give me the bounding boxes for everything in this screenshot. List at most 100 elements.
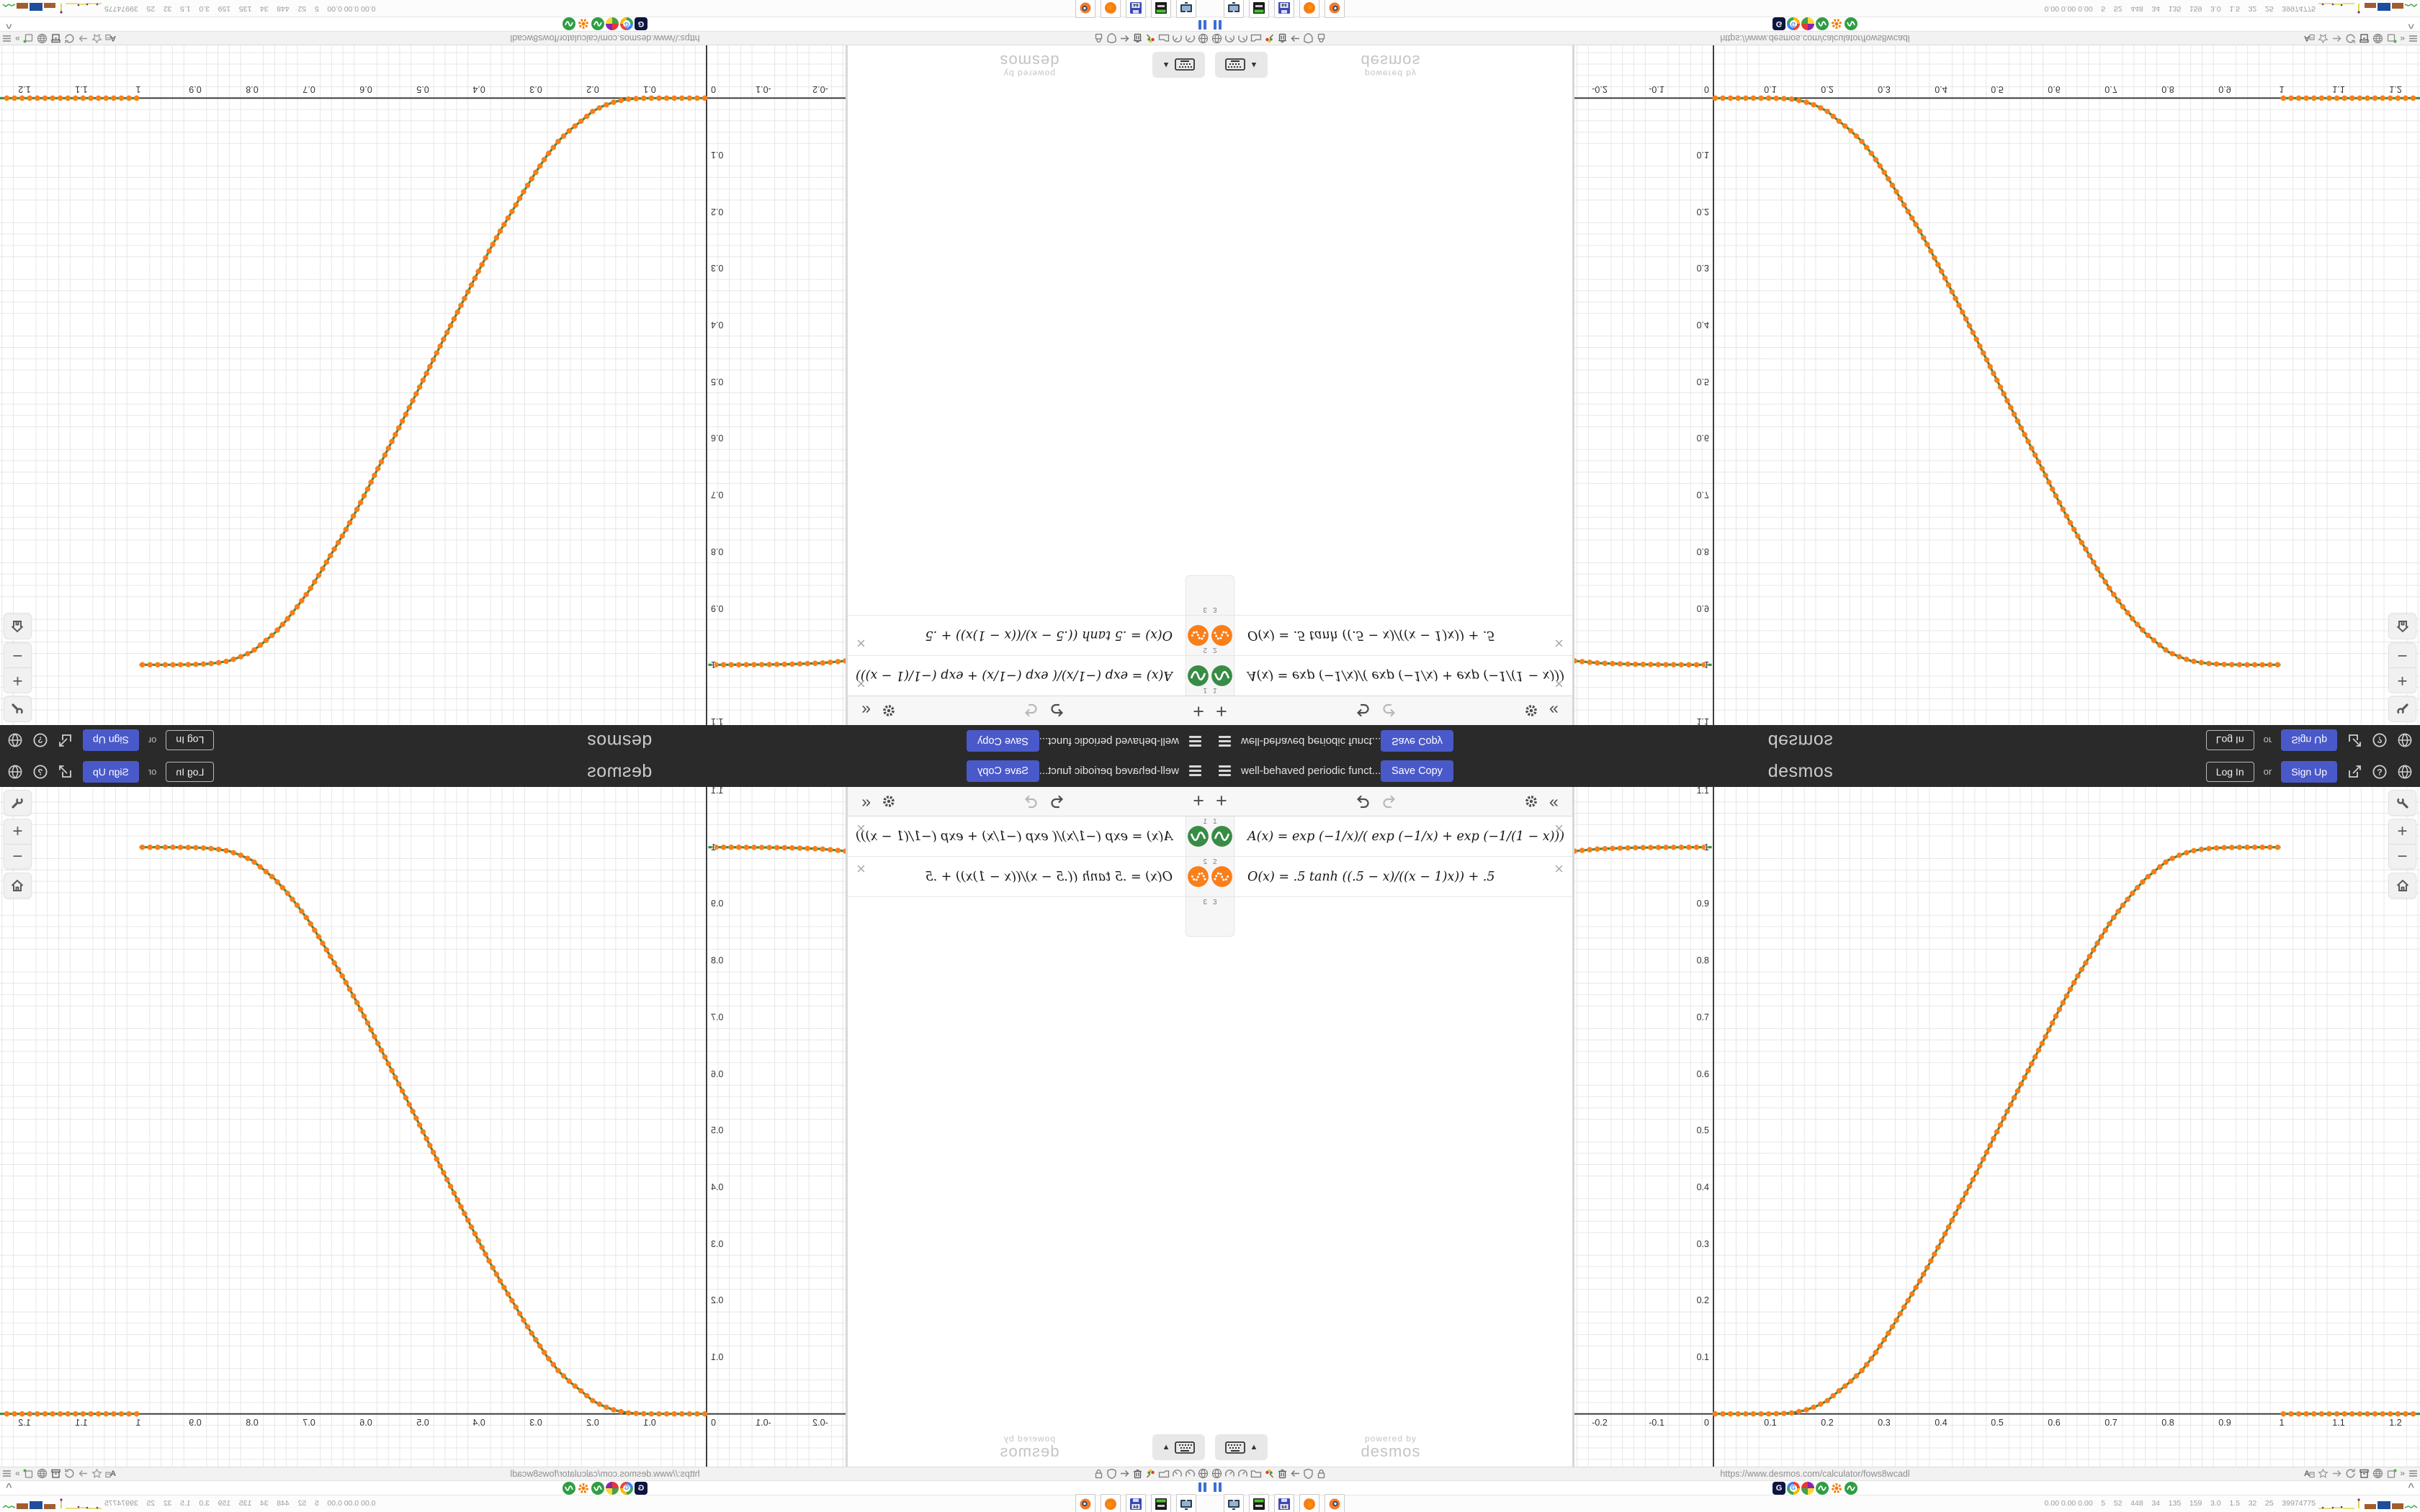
undo-icon[interactable] bbox=[1355, 703, 1371, 719]
bookmark-star-icon[interactable] bbox=[91, 1468, 102, 1479]
extension-puzzle-icon[interactable] bbox=[23, 1468, 34, 1479]
sign-up-button[interactable]: Sign Up bbox=[2281, 760, 2337, 783]
add-expression-icon[interactable]: + bbox=[1193, 701, 1204, 722]
google-icon[interactable]: G bbox=[1787, 1481, 1800, 1495]
hamburger-menu-icon[interactable] bbox=[1219, 734, 1231, 747]
zoom-out-button[interactable]: − bbox=[12, 846, 23, 866]
sign-up-button[interactable]: Sign Up bbox=[83, 729, 139, 752]
collapse-panel-icon[interactable]: « bbox=[861, 701, 871, 720]
colorful-pin-icon[interactable] bbox=[1145, 33, 1156, 44]
graph-settings-button[interactable] bbox=[2388, 696, 2416, 722]
globe-icon[interactable] bbox=[2372, 33, 2383, 44]
extension-puzzle-icon[interactable] bbox=[23, 33, 34, 44]
add-expression-icon[interactable]: + bbox=[1216, 790, 1227, 811]
row-gutter[interactable]: 2 bbox=[1186, 616, 1210, 655]
chevrons-icon[interactable]: » bbox=[2400, 1468, 2405, 1478]
archive-icon[interactable] bbox=[2359, 33, 2370, 44]
default-viewport-button[interactable] bbox=[2388, 873, 2416, 899]
blender-icon[interactable] bbox=[1075, 1494, 1095, 1512]
settings-gear-icon[interactable] bbox=[1523, 703, 1539, 719]
graph-paper[interactable]: -0.2 -0.1 0.1 0.2 0.3 0.4 0.5 0.6 0.7 0.8 0.9 1 1.1 1… bbox=[1574, 787, 2420, 1467]
trash-icon[interactable] bbox=[1132, 1468, 1143, 1479]
graph-settings-button[interactable] bbox=[4, 790, 32, 816]
desmos-wave-icon[interactable] bbox=[563, 1481, 575, 1495]
expand-caret-icon[interactable]: ^ bbox=[6, 19, 12, 31]
expression-row-2[interactable]: 2 O(x) = .5 tanh ((.5 − x)/((x − 1)x)) +… bbox=[848, 615, 1210, 655]
color-pie-icon[interactable] bbox=[606, 17, 619, 31]
add-expression-icon[interactable]: + bbox=[1216, 701, 1227, 722]
globe-icon[interactable] bbox=[2397, 764, 2413, 780]
colorful-pin-icon[interactable] bbox=[1264, 33, 1275, 44]
g-dark-app-icon[interactable]: G bbox=[635, 17, 647, 31]
globe-icon[interactable] bbox=[7, 764, 23, 780]
arrow-left-icon[interactable] bbox=[1290, 1468, 1301, 1479]
arrow-right-icon[interactable] bbox=[2331, 1468, 2342, 1479]
zoom-in-button[interactable]: + bbox=[4, 819, 31, 845]
firefox-icon[interactable] bbox=[1299, 1494, 1319, 1512]
zoom-out-button[interactable]: − bbox=[2397, 646, 2408, 666]
desmos-wave-icon[interactable] bbox=[591, 1481, 604, 1495]
expression-formula[interactable]: A(x) = exp (−1/x)/( exp (−1/x) + exp (−1… bbox=[1247, 668, 1565, 683]
delete-expression-icon[interactable]: × bbox=[1554, 819, 1564, 837]
help-icon[interactable]: ? bbox=[32, 733, 48, 749]
g-dark-app-icon[interactable]: G bbox=[635, 1481, 647, 1495]
globe-icon[interactable] bbox=[1211, 33, 1222, 44]
trash-icon[interactable] bbox=[1277, 1468, 1288, 1479]
arrow-left-icon[interactable] bbox=[1119, 1468, 1130, 1479]
screenshot-tool-icon[interactable] bbox=[1176, 1494, 1196, 1512]
delete-expression-icon[interactable]: × bbox=[1554, 675, 1564, 693]
gauge-icon[interactable] bbox=[1172, 33, 1183, 44]
globe-icon[interactable] bbox=[2397, 733, 2413, 749]
expression-row-3-empty[interactable]: 3 bbox=[1210, 575, 1572, 615]
floppy-64-icon[interactable]: 64 bbox=[1274, 1494, 1294, 1512]
add-expression-icon[interactable]: + bbox=[1193, 790, 1204, 811]
orange-dotted-wave-icon[interactable] bbox=[1188, 866, 1209, 887]
gauge-icon[interactable] bbox=[1185, 33, 1196, 44]
chevrons-icon[interactable]: » bbox=[15, 1468, 20, 1478]
expression-formula[interactable]: A(x) = exp (−1/x)/( exp (−1/x) + exp (−1… bbox=[855, 829, 1173, 844]
floppy-64-icon[interactable]: 64 bbox=[1274, 0, 1294, 18]
lock-icon[interactable] bbox=[1316, 33, 1327, 44]
graph-settings-button[interactable] bbox=[4, 696, 32, 722]
color-pie-icon[interactable] bbox=[1801, 1481, 1814, 1495]
globe-icon[interactable] bbox=[1211, 1468, 1222, 1479]
graph-title[interactable]: well-behaved periodic funct... bbox=[1241, 765, 1381, 777]
save-copy-button[interactable]: Save Copy bbox=[967, 730, 1039, 752]
expression-row-3-empty[interactable]: 3 bbox=[848, 897, 1210, 937]
row-gutter[interactable]: 1 bbox=[1210, 656, 1234, 696]
expression-row-1[interactable]: 1 A(x) = exp (−1/x)/( exp (−1/x) + exp (… bbox=[848, 816, 1210, 857]
disk-utility-icon[interactable] bbox=[1249, 0, 1269, 18]
url-display[interactable]: https://www.desmos.com/calculator/fows8w… bbox=[510, 1469, 700, 1479]
reload-icon[interactable] bbox=[64, 33, 75, 44]
gauge-icon[interactable] bbox=[1237, 1468, 1248, 1479]
row-gutter[interactable]: 3 bbox=[1186, 575, 1210, 615]
collapse-panel-icon[interactable]: « bbox=[861, 792, 871, 811]
row-gutter[interactable]: 3 bbox=[1210, 897, 1234, 937]
zoom-in-button[interactable]: + bbox=[4, 667, 31, 693]
bookmark-star-icon[interactable] bbox=[91, 33, 102, 44]
url-display[interactable]: https://www.desmos.com/calculator/fows8w… bbox=[1720, 33, 1910, 43]
gauge-icon[interactable] bbox=[1172, 1468, 1183, 1479]
graph-settings-button[interactable] bbox=[2388, 790, 2416, 816]
green-solid-wave-icon[interactable] bbox=[1211, 665, 1232, 686]
zoom-out-button[interactable]: − bbox=[12, 646, 23, 666]
expand-caret-icon[interactable]: ^ bbox=[2408, 19, 2414, 31]
reload-icon[interactable] bbox=[64, 1468, 75, 1479]
firefox-icon[interactable] bbox=[1101, 0, 1121, 18]
globe-icon[interactable] bbox=[2372, 1468, 2383, 1479]
default-viewport-button[interactable] bbox=[4, 613, 32, 639]
menu-icon[interactable] bbox=[1, 1468, 12, 1479]
globe-icon[interactable] bbox=[37, 1468, 48, 1479]
url-display[interactable]: https://www.desmos.com/calculator/fows8w… bbox=[1720, 1469, 1910, 1479]
log-in-button[interactable]: Log In bbox=[2205, 730, 2254, 751]
menu-icon[interactable] bbox=[1, 33, 12, 44]
collapse-panel-icon[interactable]: « bbox=[1549, 792, 1559, 811]
orange-dotted-wave-icon[interactable] bbox=[1211, 625, 1232, 646]
row-gutter[interactable]: 2 bbox=[1186, 857, 1210, 896]
folder-icon[interactable] bbox=[1158, 1468, 1170, 1479]
row-gutter[interactable]: 2 bbox=[1210, 857, 1234, 896]
undo-icon[interactable] bbox=[1049, 793, 1065, 809]
share-icon[interactable] bbox=[58, 733, 73, 749]
trash-icon[interactable] bbox=[1132, 33, 1143, 44]
disk-utility-icon[interactable] bbox=[1151, 1494, 1171, 1512]
